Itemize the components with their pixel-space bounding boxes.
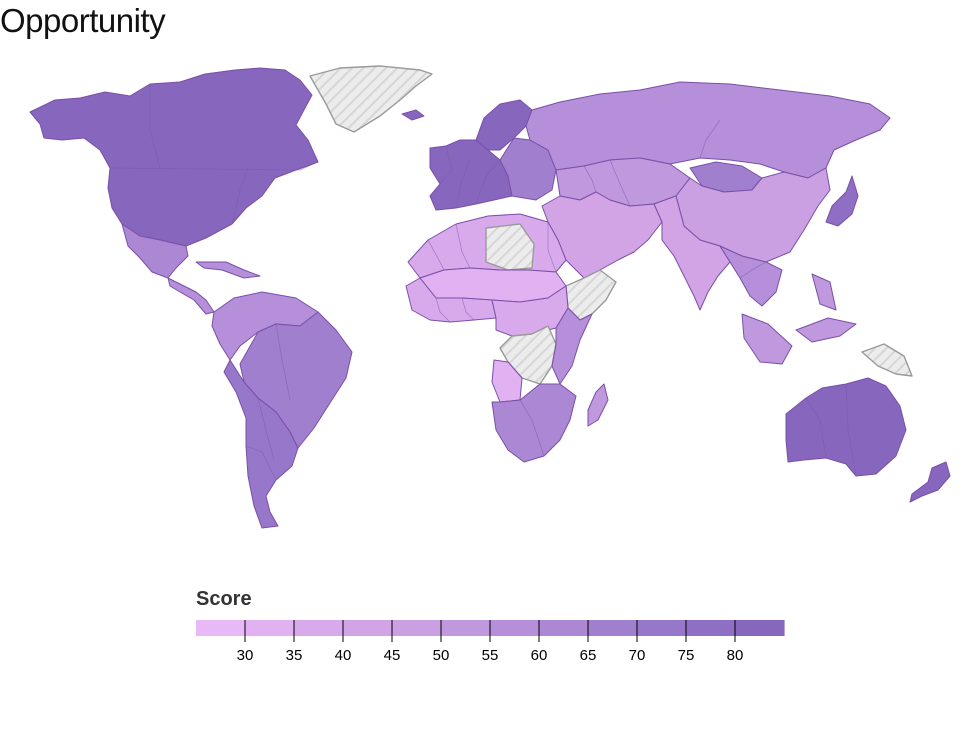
legend-tick-label: 30 bbox=[237, 647, 254, 664]
country-border-line bbox=[231, 167, 249, 225]
country-border-line bbox=[275, 323, 291, 401]
region-papua-new-guinea[interactable] bbox=[861, 343, 913, 377]
country-border-line bbox=[455, 159, 471, 209]
country-border-line bbox=[805, 397, 827, 459]
legend-color-swatch bbox=[294, 620, 344, 636]
country-border-line bbox=[547, 222, 557, 273]
legend-tick-label: 50 bbox=[433, 647, 450, 664]
legend-color-swatch bbox=[588, 620, 638, 636]
country-border-line bbox=[245, 445, 277, 481]
country-border-line bbox=[439, 145, 453, 185]
legend-tick-label: 35 bbox=[286, 647, 303, 664]
country-border-line bbox=[739, 261, 767, 279]
region-greenland[interactable] bbox=[309, 65, 433, 133]
legend-color-swatch bbox=[196, 620, 246, 636]
country-border-line bbox=[257, 397, 275, 461]
legend-tick-label: 60 bbox=[531, 647, 548, 664]
country-border-line bbox=[455, 223, 471, 269]
legend-tick-label: 45 bbox=[384, 647, 401, 664]
region-southeast-asia[interactable] bbox=[719, 245, 783, 307]
legend-color-swatch bbox=[686, 620, 736, 636]
country-border-line bbox=[109, 161, 319, 171]
region-east-africa[interactable] bbox=[551, 307, 593, 385]
legend-tick-label: 75 bbox=[678, 647, 695, 664]
legend-tick-label: 40 bbox=[335, 647, 352, 664]
legend-color-swatch bbox=[637, 620, 687, 636]
country-border-line bbox=[435, 297, 451, 323]
region-libya[interactable] bbox=[485, 223, 535, 271]
country-border-line bbox=[427, 239, 445, 271]
region-india-south-asia[interactable] bbox=[653, 195, 731, 311]
region-japan-korea[interactable] bbox=[825, 175, 859, 227]
region-dr-congo[interactable] bbox=[499, 325, 557, 385]
legend-color-swatch bbox=[441, 620, 491, 636]
country-border-line bbox=[475, 159, 501, 205]
region-mexico[interactable] bbox=[121, 223, 189, 279]
region-central-america[interactable] bbox=[167, 277, 215, 315]
map-title: Opportunity bbox=[0, 2, 166, 39]
region-iceland[interactable] bbox=[401, 109, 425, 121]
country-border-line bbox=[609, 159, 631, 207]
region-southern-cone[interactable] bbox=[223, 359, 299, 529]
legend-title: Score bbox=[196, 588, 252, 610]
region-australia[interactable] bbox=[785, 377, 907, 477]
legend-color-swatch bbox=[539, 620, 589, 636]
region-caribbean[interactable] bbox=[195, 261, 261, 279]
country-border-line bbox=[461, 297, 475, 321]
country-border-line bbox=[583, 165, 597, 193]
legend-tick-label: 80 bbox=[727, 647, 744, 664]
legend-tick-label: 65 bbox=[580, 647, 597, 664]
country-border-line bbox=[845, 383, 857, 477]
region-indonesia-philippines[interactable] bbox=[741, 273, 857, 365]
legend-color-swatch bbox=[735, 620, 785, 636]
region-new-zealand[interactable] bbox=[909, 461, 951, 503]
country-border-line bbox=[519, 399, 545, 457]
legend-color-swatch bbox=[392, 620, 442, 636]
legend-color-swatch bbox=[343, 620, 393, 636]
legend-tick-label: 70 bbox=[629, 647, 646, 664]
region-europe-west[interactable] bbox=[429, 139, 513, 211]
legend-tick-label: 55 bbox=[482, 647, 499, 664]
legend-color-swatch bbox=[490, 620, 540, 636]
region-madagascar[interactable] bbox=[587, 383, 609, 427]
country-border-line bbox=[149, 84, 161, 169]
country-border-line bbox=[699, 119, 721, 159]
legend-color-swatch bbox=[245, 620, 295, 636]
region-north-america[interactable] bbox=[29, 67, 319, 247]
